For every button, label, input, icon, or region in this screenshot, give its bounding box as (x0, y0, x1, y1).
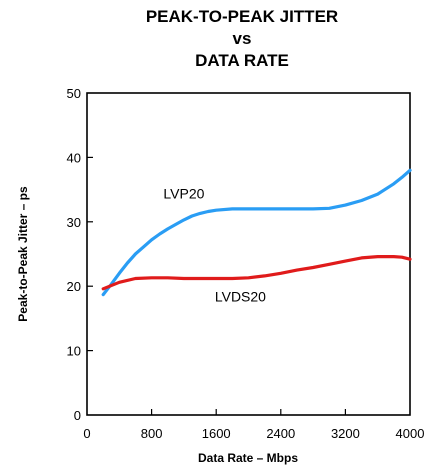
y-tick-label-0: 0 (74, 408, 81, 423)
chart-title-line-1: PEAK-TO-PEAK JITTER (146, 7, 338, 26)
y-tick-label-20: 20 (67, 279, 81, 294)
series-label-lvds20: LVDS20 (215, 289, 266, 305)
y-axis-label: Peak-to-Peak Jitter – ps (16, 186, 30, 322)
series-line-lvds20 (101, 255, 412, 291)
series-lines (101, 168, 412, 297)
x-tick-label-4000: 4000 (396, 426, 425, 441)
y-axis-ticks: 0 10 20 30 40 50 (67, 86, 93, 423)
y-tick-label-30: 30 (67, 215, 81, 230)
plot-area-frame (86, 92, 411, 416)
y-tick-label-40: 40 (67, 150, 81, 165)
chart-title-line-3: DATA RATE (195, 51, 289, 70)
x-tick-label-0: 0 (83, 426, 90, 441)
x-axis-label: Data Rate – Mbps (198, 451, 298, 465)
y-tick-label-10: 10 (67, 344, 81, 359)
series-line-lvp20 (101, 168, 412, 297)
x-axis-ticks: 0 800 1600 2400 3200 4000 (83, 409, 424, 441)
series-label-lvp20: LVP20 (163, 186, 204, 202)
series-labels: LVP20 LVDS20 (163, 186, 266, 305)
x-tick-label-3200: 3200 (331, 426, 360, 441)
x-tick-label-800: 800 (141, 426, 163, 441)
y-tick-label-50: 50 (67, 86, 81, 101)
x-tick-label-1600: 1600 (202, 426, 231, 441)
chart-title-line-2: vs (233, 29, 252, 48)
x-tick-label-2400: 2400 (266, 426, 295, 441)
